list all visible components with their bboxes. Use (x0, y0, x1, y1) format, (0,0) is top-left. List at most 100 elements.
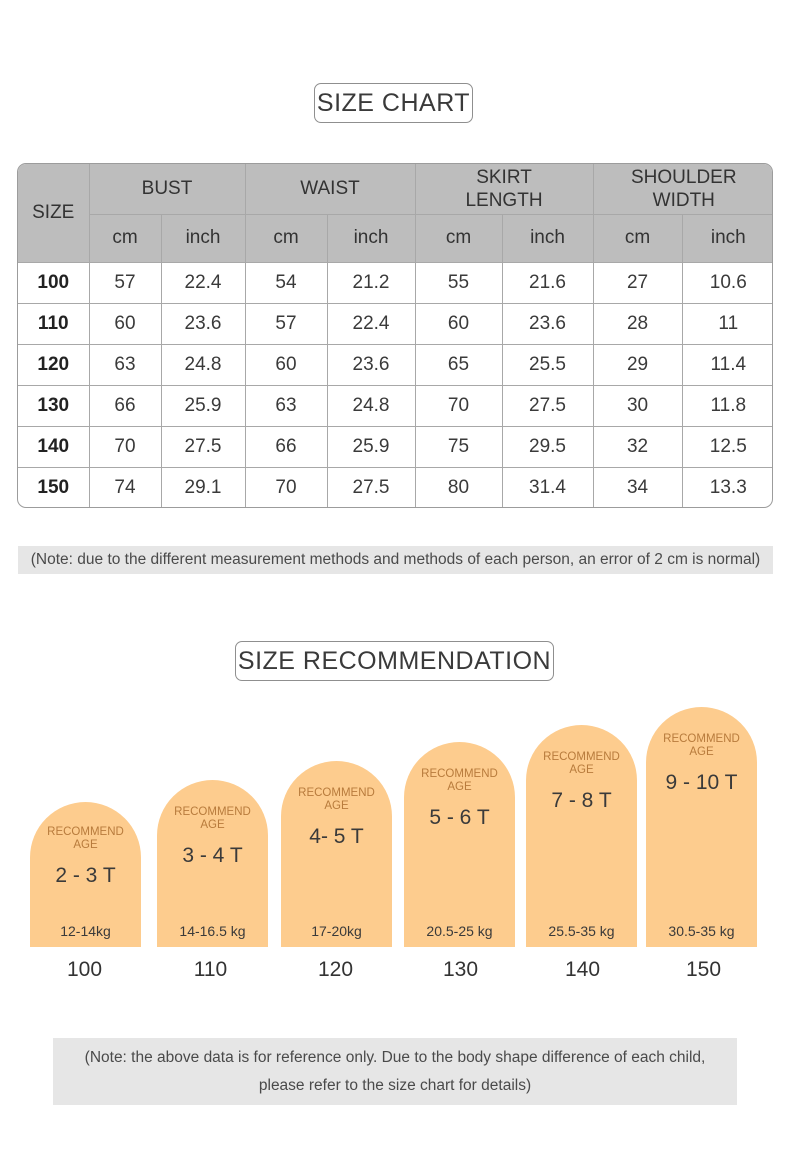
weight-range: 30.5-35 kg (668, 923, 735, 939)
table-cell: 55 (414, 262, 503, 304)
table-cell: 65 (414, 343, 503, 386)
skirt-length-header: SKIRT LENGTH (414, 164, 594, 215)
age-range: 9 - 10 T (665, 771, 738, 794)
size-cell: 110 (18, 302, 90, 345)
size-cell: 100 (18, 262, 90, 304)
shoulder-width-header: SHOULDER WIDTH (592, 164, 772, 215)
measurement-note: (Note: due to the different measurement … (18, 546, 773, 574)
table-cell: 25.9 (326, 425, 416, 468)
age-recommendation-arch: RECOMMEND AGE 4- 5 T 17-20kg (281, 761, 392, 947)
age-recommendation-arch: RECOMMEND AGE 9 - 10 T 30.5-35 kg (646, 707, 757, 947)
table-cell: 31.4 (501, 466, 594, 507)
table-row: 110 60 23.6 57 22.4 60 23.6 28 11 (18, 302, 772, 345)
table-cell: 32 (592, 425, 683, 468)
table-cell: 23.6 (160, 302, 246, 345)
unit-header: cm (244, 213, 328, 263)
table-cell: 29.5 (501, 425, 594, 468)
table-cell: 23.6 (326, 343, 416, 386)
table-cell: 25.5 (501, 343, 594, 386)
size-recommendation-title: SIZE RECOMMENDATION (235, 641, 554, 681)
recommended-size-label: 140 (564, 958, 601, 981)
unit-header: inch (681, 213, 772, 263)
table-cell: 13.3 (681, 466, 772, 507)
recommend-age-label: RECOMMEND AGE (543, 751, 620, 776)
table-cell: 11.8 (681, 384, 772, 427)
age-range: 7 - 8 T (551, 789, 612, 812)
weight-range: 14-16.5 kg (179, 923, 246, 939)
recommended-size-label: 100 (66, 958, 103, 981)
table-cell: 29 (592, 343, 683, 386)
unit-header: inch (501, 213, 594, 263)
recommend-age-label: RECOMMEND AGE (298, 787, 375, 812)
weight-range: 25.5-35 kg (548, 923, 615, 939)
table-cell: 27.5 (501, 384, 594, 427)
table-cell: 24.8 (160, 343, 246, 386)
table-cell: 74 (88, 466, 162, 507)
table-cell: 11 (681, 302, 772, 345)
weight-range: 20.5-25 kg (426, 923, 493, 939)
unit-header: inch (160, 213, 246, 263)
table-row: 150 74 29.1 70 27.5 80 31.4 34 13.3 (18, 466, 772, 507)
table-cell: 29.1 (160, 466, 246, 507)
table-cell: 12.5 (681, 425, 772, 468)
bust-header: BUST (88, 164, 246, 215)
table-cell: 57 (88, 262, 162, 304)
unit-header: cm (414, 213, 503, 263)
table-cell: 75 (414, 425, 503, 468)
size-cell: 120 (18, 343, 90, 386)
table-cell: 21.2 (326, 262, 416, 304)
table-row: 100 57 22.4 54 21.2 55 21.6 27 10.6 (18, 262, 772, 304)
table-cell: 27.5 (160, 425, 246, 468)
table-cell: 21.6 (501, 262, 594, 304)
table-cell: 34 (592, 466, 683, 507)
age-recommendation-arch: RECOMMEND AGE 5 - 6 T 20.5-25 kg (404, 742, 515, 947)
table-cell: 27 (592, 262, 683, 304)
table-cell: 63 (244, 384, 328, 427)
table-cell: 70 (244, 466, 328, 507)
size-cell: 130 (18, 384, 90, 427)
table-cell: 23.6 (501, 302, 594, 345)
recommend-age-label: RECOMMEND AGE (421, 768, 498, 793)
table-cell: 11.4 (681, 343, 772, 386)
table-cell: 24.8 (326, 384, 416, 427)
unit-header: cm (89, 213, 162, 263)
weight-range: 12-14kg (60, 923, 111, 939)
size-cell: 140 (18, 425, 90, 468)
table-cell: 54 (244, 262, 328, 304)
table-cell: 22.4 (160, 262, 246, 304)
age-range: 4- 5 T (309, 825, 364, 848)
reference-note-line: (Note: the above data is for reference o… (84, 1048, 706, 1066)
age-range: 5 - 6 T (429, 806, 490, 829)
recommended-size-label: 150 (685, 958, 722, 981)
table-cell: 80 (414, 466, 503, 507)
table-cell: 30 (592, 384, 683, 427)
recommend-age-label: RECOMMEND AGE (174, 806, 251, 831)
age-recommendation-arch: RECOMMEND AGE 3 - 4 T 14-16.5 kg (157, 780, 268, 947)
table-cell: 70 (88, 425, 162, 468)
size-chart-table: SIZE BUST WAIST SKIRT LENGTH SHOULDER WIDT… (17, 163, 773, 508)
age-range: 2 - 3 T (55, 864, 116, 887)
recommend-age-label: RECOMMEND AGE (663, 733, 740, 758)
recommended-size-label: 110 (193, 958, 228, 981)
table-row: 120 63 24.8 60 23.6 65 25.5 29 11.4 (18, 343, 772, 386)
size-chart-title: SIZE CHART (314, 83, 473, 123)
table-cell: 27.5 (326, 466, 416, 507)
table-row: 140 70 27.5 66 25.9 75 29.5 32 12.5 (18, 425, 772, 468)
size-cell: 150 (18, 466, 90, 507)
waist-header: WAIST (244, 164, 416, 215)
size-column-header: SIZE (18, 164, 90, 263)
table-cell: 60 (244, 343, 328, 386)
table-cell: 63 (88, 343, 162, 386)
table-cell: 66 (88, 384, 162, 427)
reference-note-line: please refer to the size chart for detai… (258, 1076, 532, 1094)
age-recommendation-arch: RECOMMEND AGE 7 - 8 T 25.5-35 kg (526, 725, 637, 947)
table-cell: 60 (88, 302, 162, 345)
reference-note: (Note: the above data is for reference o… (53, 1038, 737, 1105)
table-cell: 66 (244, 425, 328, 468)
table-cell: 22.4 (326, 302, 416, 345)
table-row: 130 66 25.9 63 24.8 70 27.5 30 11.8 (18, 384, 772, 427)
unit-header: cm (592, 213, 683, 263)
table-cell: 70 (414, 384, 503, 427)
recommended-size-label: 120 (317, 958, 354, 981)
table-cell: 57 (244, 302, 328, 345)
